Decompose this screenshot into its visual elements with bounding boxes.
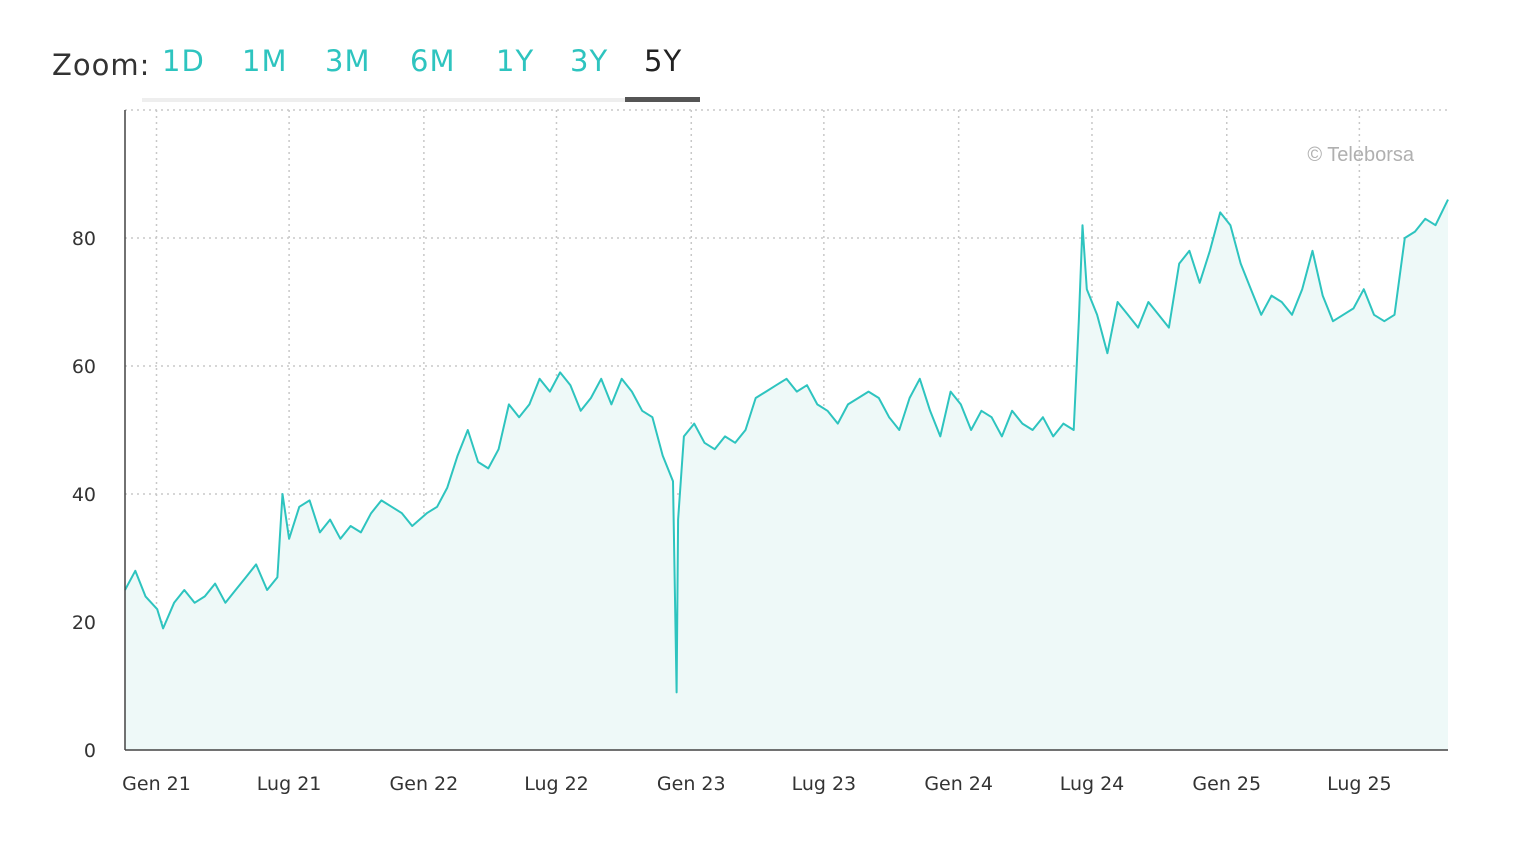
x-tick-label: Lug 22 xyxy=(524,773,589,795)
y-tick-label: 20 xyxy=(72,612,96,634)
zoom-button-3m[interactable]: 3M xyxy=(325,44,371,78)
zoom-button-5y[interactable]: 5Y xyxy=(644,44,683,78)
area-fill xyxy=(125,199,1448,751)
x-tick-label: Lug 24 xyxy=(1060,773,1125,795)
zoom-button-1d[interactable]: 1D xyxy=(162,44,205,78)
series-line xyxy=(124,199,1449,694)
credit-text: © Teleborsa xyxy=(1307,144,1415,166)
x-tick-label: Gen 24 xyxy=(924,773,993,795)
y-tick-label: 60 xyxy=(72,356,96,378)
x-tick-label: Lug 25 xyxy=(1327,773,1392,795)
zoom-label: Zoom: xyxy=(52,48,151,82)
x-tick-label: Lug 21 xyxy=(257,773,322,795)
zoom-active-indicator xyxy=(625,97,700,102)
y-tick-label: 0 xyxy=(84,740,96,762)
y-axis-labels: 0 20 40 60 80 xyxy=(72,228,96,762)
y-tick-label: 80 xyxy=(72,228,96,250)
zoom-button-1y[interactable]: 1Y xyxy=(496,44,535,78)
x-axis-labels: Gen 21 Lug 21 Gen 22 Lug 22 Gen 23 Lug 23 Gen … xyxy=(122,773,1391,795)
zoom-button-1m[interactable]: 1M xyxy=(242,44,288,78)
zoom-track xyxy=(142,98,700,102)
x-tick-label: Gen 21 xyxy=(122,773,191,795)
y-tick-label: 40 xyxy=(72,484,96,506)
zoom-button-6m[interactable]: 6M xyxy=(410,44,456,78)
zoom-button-3y[interactable]: 3Y xyxy=(570,44,609,78)
x-tick-label: Gen 22 xyxy=(390,773,459,795)
x-tick-label: Gen 25 xyxy=(1192,773,1261,795)
x-tick-label: Gen 23 xyxy=(657,773,726,795)
x-tick-label: Lug 23 xyxy=(792,773,857,795)
